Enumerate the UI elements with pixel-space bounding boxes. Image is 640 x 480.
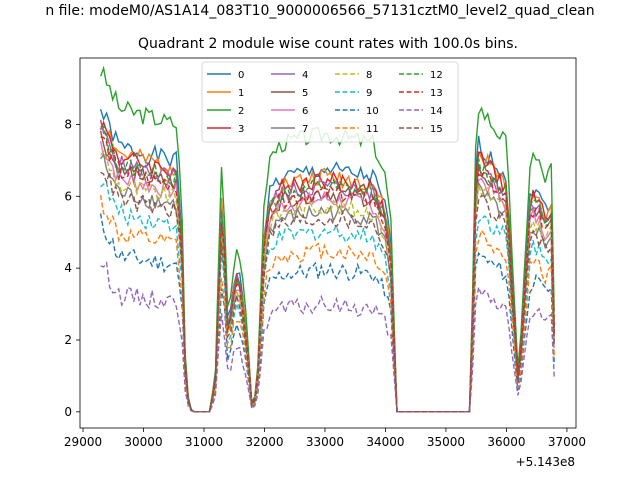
series-line-10 — [99, 213, 555, 413]
legend-label-15: 15 — [430, 124, 443, 135]
series-line-7 — [100, 152, 555, 413]
legend-label-2: 2 — [238, 106, 244, 117]
legend-label-9: 9 — [366, 88, 372, 99]
y-tick-label: 6 — [64, 189, 72, 203]
legend-box — [201, 61, 459, 143]
x-tick-label: 32000 — [245, 435, 283, 449]
series-line-9 — [100, 181, 555, 413]
chart-subtitle: Quadrant 2 module wise count rates with … — [138, 36, 518, 52]
legend-label-10: 10 — [366, 106, 379, 117]
legend-label-5: 5 — [302, 88, 308, 99]
legend-label-8: 8 — [366, 70, 372, 81]
x-tick-label: 37000 — [548, 435, 586, 449]
series-line-14 — [100, 261, 555, 413]
series-line-15 — [100, 171, 555, 413]
series-line-0 — [99, 108, 555, 413]
plot-frame — [79, 57, 577, 429]
x-tick-label: 31000 — [185, 435, 223, 449]
x-tick-label: 35000 — [427, 435, 465, 449]
x-tick-label: 30000 — [124, 435, 162, 449]
x-tick-label: 29000 — [64, 435, 102, 449]
series-line-8 — [100, 150, 555, 413]
y-tick-label: 0 — [64, 405, 72, 419]
series-line-12 — [100, 125, 555, 413]
legend-label-12: 12 — [430, 70, 443, 81]
series-line-11 — [99, 194, 555, 413]
series-line-13 — [100, 136, 555, 413]
series-line-3 — [99, 120, 555, 413]
legend-label-11: 11 — [366, 124, 379, 135]
legend-label-7: 7 — [302, 124, 308, 135]
x-tick-label: 34000 — [366, 435, 404, 449]
legend-label-13: 13 — [430, 88, 443, 99]
y-axis: 0 2 4 6 8 — [64, 117, 80, 419]
legend-label-6: 6 — [302, 106, 308, 117]
x-tick-label: 36000 — [487, 435, 525, 449]
figure-title: n file: modeM0/AS1A14_083T10_9000006566_… — [45, 3, 595, 19]
legend-label-3: 3 — [238, 124, 244, 135]
legend-label-4: 4 — [302, 70, 308, 81]
legend-label-14: 14 — [430, 106, 443, 117]
legend-label-0: 0 — [238, 70, 244, 81]
x-tick-label: 33000 — [306, 435, 344, 449]
legend-label-1: 1 — [238, 88, 244, 99]
y-tick-label: 2 — [64, 333, 72, 347]
x-offset-label: +5.143e8 — [516, 455, 575, 469]
x-axis: 29000 30000 31000 32000 33000 34000 35000 36000… — [64, 428, 586, 449]
y-tick-label: 4 — [64, 261, 72, 275]
series-lines — [99, 65, 555, 413]
series-line-6 — [99, 141, 555, 413]
y-tick-label: 8 — [64, 117, 72, 131]
